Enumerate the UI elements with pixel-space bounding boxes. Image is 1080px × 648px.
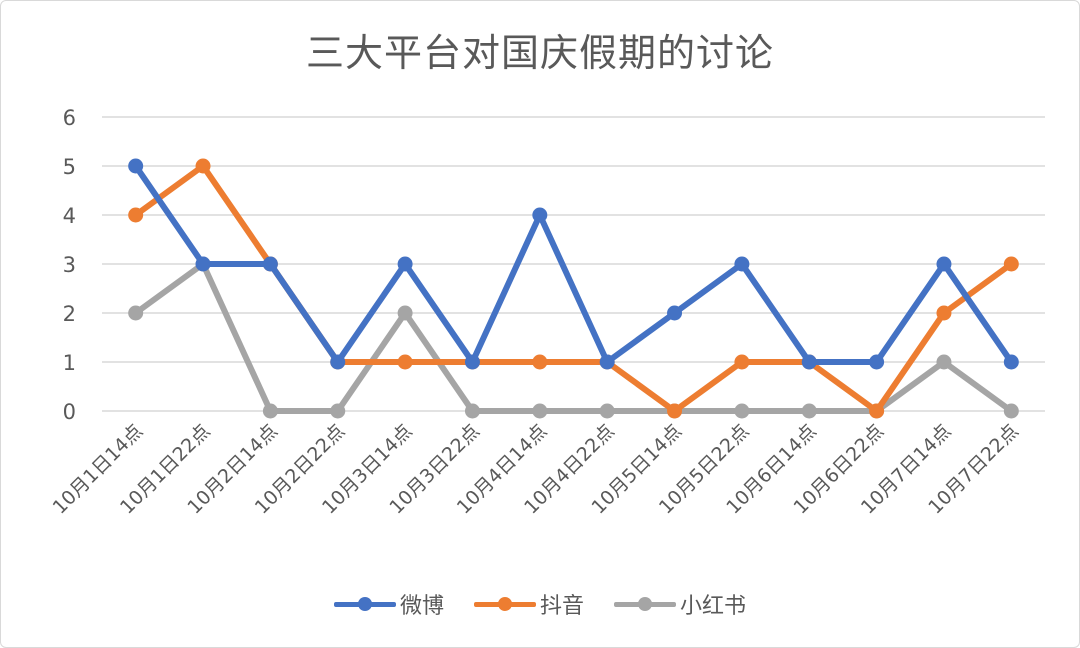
- data-point-marker[interactable]: [128, 207, 144, 223]
- data-point-marker[interactable]: [599, 403, 615, 419]
- data-point-marker[interactable]: [532, 403, 548, 419]
- data-point-marker[interactable]: [464, 354, 480, 370]
- y-tick-label: 2: [63, 302, 76, 326]
- legend-line-marker-icon: [333, 594, 396, 614]
- data-point-marker[interactable]: [801, 403, 817, 419]
- legend-item-douyin[interactable]: 抖音: [473, 588, 584, 620]
- data-point-marker[interactable]: [734, 403, 750, 419]
- data-point-marker[interactable]: [801, 354, 817, 370]
- data-point-marker[interactable]: [599, 354, 615, 370]
- legend-label: 微博: [399, 594, 444, 619]
- data-point-marker[interactable]: [397, 354, 413, 370]
- legend-line-marker-icon: [473, 594, 536, 614]
- data-point-marker[interactable]: [734, 256, 750, 272]
- y-tick-label: 6: [63, 106, 76, 130]
- data-point-marker[interactable]: [936, 354, 952, 370]
- legend-label: 小红书: [680, 594, 747, 619]
- y-tick-label: 5: [63, 155, 76, 179]
- series-line: [132, 163, 1015, 365]
- legend-item-weibo[interactable]: 微博: [333, 588, 444, 620]
- data-point-marker[interactable]: [936, 305, 952, 321]
- y-tick-label: 1: [63, 351, 76, 375]
- legend-line-marker-icon: [614, 594, 676, 614]
- y-tick-label: 4: [63, 204, 76, 228]
- data-point-marker[interactable]: [330, 403, 346, 419]
- y-tick-label: 3: [63, 253, 76, 277]
- data-point-marker[interactable]: [128, 305, 144, 321]
- series-line: [132, 261, 1015, 414]
- data-point-marker[interactable]: [667, 403, 683, 419]
- data-point-marker[interactable]: [464, 403, 480, 419]
- data-point-marker[interactable]: [1003, 403, 1019, 419]
- data-point-marker[interactable]: [1003, 256, 1019, 272]
- data-point-marker[interactable]: [262, 256, 278, 272]
- data-point-marker[interactable]: [262, 403, 278, 419]
- data-point-marker[interactable]: [936, 256, 952, 272]
- legend-item-xiaohongshu[interactable]: 小红书: [614, 588, 746, 620]
- data-point-marker[interactable]: [734, 354, 750, 370]
- data-point-marker[interactable]: [667, 305, 683, 321]
- data-point-marker[interactable]: [128, 158, 144, 174]
- data-point-marker[interactable]: [869, 403, 885, 419]
- data-point-marker[interactable]: [869, 354, 885, 370]
- legend-label: 抖音: [539, 594, 584, 619]
- data-point-marker[interactable]: [330, 354, 346, 370]
- data-point-marker[interactable]: [1003, 354, 1019, 370]
- data-point-marker[interactable]: [195, 158, 211, 174]
- y-tick-label: 0: [63, 400, 76, 424]
- data-point-marker[interactable]: [397, 256, 413, 272]
- data-point-marker[interactable]: [532, 207, 548, 223]
- data-point-marker[interactable]: [195, 256, 211, 272]
- data-point-marker[interactable]: [532, 354, 548, 370]
- chart-legend: 微博 抖音 小红书: [0, 588, 1080, 620]
- chart-title: 三大平台对国庆假期的讨论: [305, 31, 774, 75]
- data-point-marker[interactable]: [397, 305, 413, 321]
